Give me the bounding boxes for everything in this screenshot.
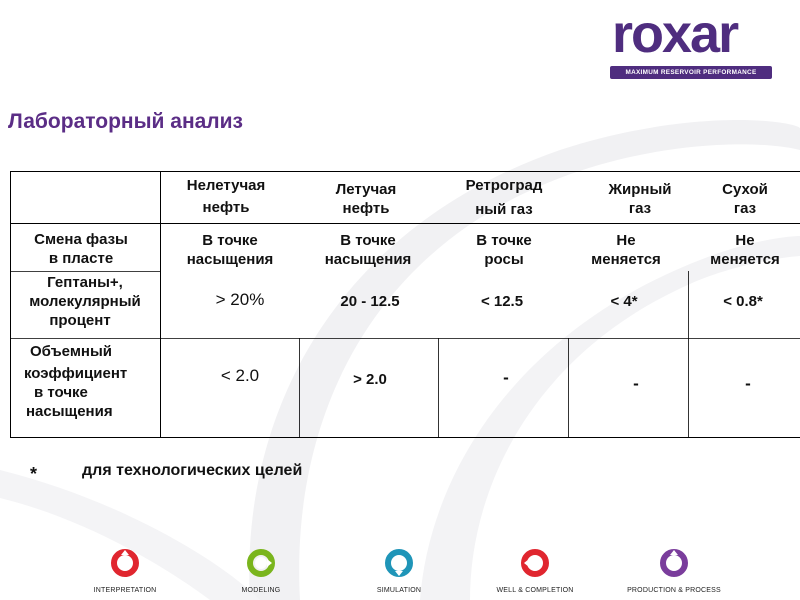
cell-line: меняется [591, 251, 661, 268]
column-header-line: Летучая [335, 181, 397, 198]
column-header-volatile-oil: Летучая нефть [306, 180, 426, 218]
footer-production-process: PRODUCTION & PROCESS [604, 548, 744, 594]
cell-line: В точке [202, 232, 258, 249]
column-header-line: газ [628, 200, 652, 217]
row-label-line: Гептаны+, [47, 274, 123, 291]
cell-line: Не [735, 232, 755, 249]
table-cell: < 0.8* [723, 293, 763, 310]
roxar-logo: roxar MAXIMUM RESERVOIR PERFORMANCE [606, 4, 774, 79]
column-header-line: Сухой [722, 181, 768, 198]
column-header-dry-gas: Сухой газ [690, 180, 800, 218]
footnote-mark: * [30, 464, 38, 484]
row-label-line: Объемный [30, 343, 113, 360]
table-cell: - [503, 368, 509, 387]
column-header-line: Ретроград [465, 177, 543, 194]
row-label-volume-factor: Объемный коэффициент в точке насыщения [10, 342, 158, 421]
row-label-heptanes: Гептаны+, молекулярный процент [12, 273, 158, 330]
row-label-line: в точке [34, 384, 88, 401]
footer-label: PRODUCTION & PROCESS [627, 587, 721, 594]
interpretation-icon [111, 549, 139, 577]
cell-line: насыщения [324, 251, 412, 268]
table-cell: < 4* [610, 293, 638, 310]
footer-well-completion: WELL & COMPLETION [465, 548, 605, 594]
page-title: Лабораторный анализ [8, 110, 243, 133]
table-cell: 20 - 12.5 [340, 293, 400, 310]
cell-line: Не [616, 232, 636, 249]
table-cell: < 2.0 [220, 366, 260, 385]
table-cell: В точке росы [442, 231, 566, 269]
production-process-icon [660, 549, 688, 577]
column-header-line: нефть [202, 199, 250, 216]
row-label-line: Смена фазы [34, 231, 128, 248]
column-header-line: газ [733, 200, 757, 217]
footer-label: WELL & COMPLETION [496, 587, 574, 594]
footer-label: MODELING [241, 587, 281, 594]
logo-tagline: MAXIMUM RESERVOIR PERFORMANCE [610, 66, 772, 79]
footer-label: SIMULATION [376, 587, 422, 594]
table-cell: - [745, 374, 751, 393]
modeling-icon [247, 549, 275, 577]
footer-modeling: MODELING [191, 548, 331, 594]
column-header-line: Жирный [608, 181, 672, 198]
cell-line: В точке [476, 232, 532, 249]
footer-interpretation: INTERPRETATION [55, 548, 195, 594]
footer-label: INTERPRETATION [93, 587, 157, 594]
column-header-retrograde-gas: Ретроград ный газ [442, 176, 566, 219]
table-cell: - [633, 374, 639, 393]
table-cell: Не меняется [690, 231, 800, 269]
table-cell: < 12.5 [480, 293, 524, 310]
logo-wordmark: roxar [612, 4, 739, 64]
cell-line: В точке [340, 232, 396, 249]
cell-line: росы [484, 251, 524, 268]
table-cell: В точке насыщения [166, 231, 294, 269]
well-completion-icon [521, 549, 549, 577]
simulation-icon [385, 549, 413, 577]
row-label-line: молекулярный [29, 293, 141, 310]
column-header-line: Нелетучая [186, 177, 266, 194]
footer-simulation: SIMULATION [329, 548, 469, 594]
column-header-wet-gas: Жирный газ [580, 180, 700, 218]
table-cell: В точке насыщения [304, 231, 432, 269]
row-label-line: процент [49, 312, 111, 329]
column-header-line: нефть [342, 200, 390, 217]
cell-line: насыщения [186, 251, 274, 268]
row-label-line: коэффициент [24, 365, 128, 382]
table-cell: > 20% [215, 290, 265, 309]
cell-line: меняется [710, 251, 780, 268]
row-label-phase-change: Смена фазы в пласте [14, 230, 148, 268]
table-cell: > 2.0 [353, 371, 387, 388]
row-label-line: в пласте [48, 250, 114, 267]
column-header-nonvolatile-oil: Нелетучая нефть [166, 176, 286, 217]
row-label-line: насыщения [26, 403, 113, 420]
column-header-line: ный газ [475, 201, 533, 218]
footnote-text: для технологических целей [82, 462, 303, 479]
table-cell: Не меняется [570, 231, 682, 269]
